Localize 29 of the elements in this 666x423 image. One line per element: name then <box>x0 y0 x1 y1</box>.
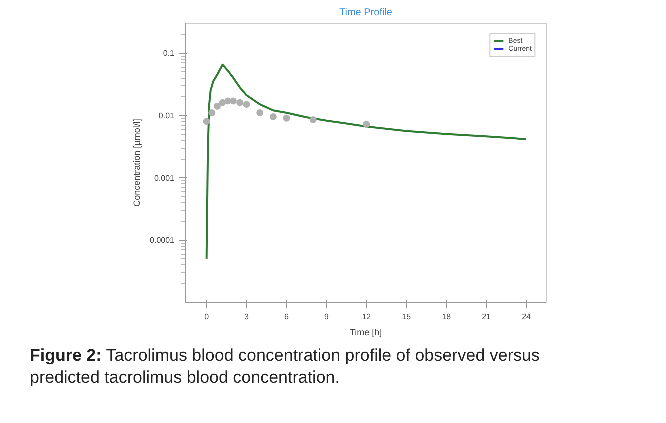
line-series <box>206 64 528 260</box>
x-tick-label: 6 <box>284 312 290 322</box>
point <box>256 109 264 116</box>
point <box>214 102 221 110</box>
x-tick-label: 24 <box>522 312 532 322</box>
y-axis-title: Concentration [µmol/l] <box>132 119 142 207</box>
point <box>310 116 317 124</box>
point <box>283 114 290 122</box>
point <box>230 98 237 105</box>
x-tick-label: 9 <box>324 312 330 322</box>
x-tick-label: 18 <box>442 312 452 322</box>
x-tick-label: 21 <box>482 312 492 322</box>
y-tick-label: 0.01 <box>158 112 176 121</box>
point <box>270 113 277 120</box>
x-tick-label: 15 <box>402 312 412 322</box>
point <box>203 118 210 126</box>
x-axis-title: Time [h] <box>350 328 382 338</box>
y-tick-label: 0.001 <box>154 174 176 183</box>
point <box>243 101 250 108</box>
point <box>208 109 216 116</box>
y-tick-label: 0.0001 <box>150 236 176 246</box>
chart-title: Time Profile <box>340 8 393 18</box>
x-tick-label: 0 <box>204 312 210 322</box>
x-tick-label: 3 <box>244 312 250 322</box>
y-tick-label: 0.1 <box>163 49 176 58</box>
caption: Figure 2: Tacrolimus blood concentration profile of observed versus predicted tacrolimus blood concentration. <box>30 345 541 390</box>
point <box>236 99 244 106</box>
point <box>363 120 370 128</box>
x-tick-label: 12 <box>362 312 372 322</box>
